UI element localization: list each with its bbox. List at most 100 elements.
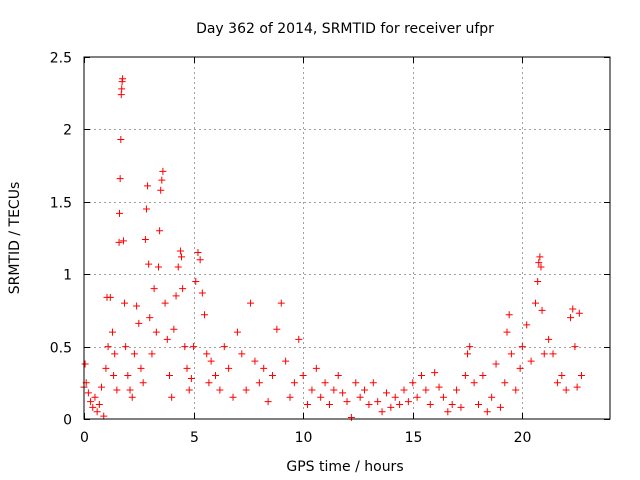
- data-point: [545, 335, 553, 343]
- data-point: [295, 335, 303, 343]
- data-point: [304, 401, 312, 409]
- data-point: [260, 364, 268, 372]
- data-point: [159, 167, 167, 175]
- data-point: [413, 393, 421, 401]
- data-point: [325, 401, 333, 409]
- data-point: [461, 372, 469, 380]
- data-point: [538, 306, 546, 314]
- data-point: [255, 379, 263, 387]
- data-point: [435, 383, 443, 391]
- data-point: [100, 412, 108, 420]
- data-point: [165, 372, 173, 380]
- chart-title: Day 362 of 2014, SRMTID for receiver ufp…: [196, 21, 494, 37]
- data-point: [145, 260, 153, 268]
- data-point: [161, 299, 169, 307]
- data-point: [185, 386, 193, 394]
- x-tick-label: 5: [190, 430, 199, 446]
- data-point: [505, 311, 513, 319]
- data-point: [95, 401, 103, 409]
- data-point: [523, 321, 531, 329]
- y-tick-label: 2.5: [50, 51, 72, 67]
- data-point: [418, 372, 426, 380]
- data-point: [277, 299, 285, 307]
- data-point: [540, 350, 548, 358]
- data-point: [170, 325, 178, 333]
- data-point: [321, 379, 329, 387]
- data-point: [124, 372, 132, 380]
- data-point: [531, 299, 539, 307]
- data-point: [501, 379, 509, 387]
- data-point: [374, 398, 382, 406]
- data-point: [126, 386, 134, 394]
- data-point: [163, 335, 171, 343]
- data-point: [104, 343, 112, 351]
- data-point: [352, 379, 360, 387]
- data-point: [196, 256, 204, 264]
- data-point: [503, 328, 511, 336]
- data-point: [264, 398, 272, 406]
- data-point: [312, 364, 320, 372]
- data-point: [181, 343, 189, 351]
- data-point: [382, 389, 390, 397]
- data-point: [488, 393, 496, 401]
- data-point: [157, 186, 165, 194]
- data-point: [155, 263, 163, 271]
- data-point: [130, 350, 138, 358]
- data-point: [470, 379, 478, 387]
- data-point: [122, 343, 130, 351]
- data-point: [98, 383, 106, 391]
- data-point: [567, 314, 575, 322]
- data-point: [536, 253, 544, 261]
- data-point: [457, 403, 465, 411]
- data-point: [286, 393, 294, 401]
- data-point: [207, 357, 215, 365]
- y-tick-label: 1.5: [50, 196, 72, 212]
- data-point: [527, 357, 535, 365]
- data-point: [571, 343, 579, 351]
- data-point: [116, 175, 124, 183]
- data-point: [220, 343, 228, 351]
- data-point: [141, 235, 149, 243]
- y-tick-label: 0.5: [50, 341, 72, 357]
- data-point: [400, 386, 408, 394]
- data-point: [158, 176, 166, 184]
- data-point: [102, 364, 110, 372]
- data-point: [361, 386, 369, 394]
- data-point: [91, 393, 99, 401]
- data-point: [192, 277, 200, 285]
- data-point: [426, 401, 434, 409]
- data-point: [535, 259, 543, 267]
- data-point: [569, 305, 577, 313]
- data-point: [119, 237, 127, 245]
- data-point: [93, 408, 101, 416]
- data-point: [549, 350, 557, 358]
- data-point: [89, 403, 97, 411]
- data-point: [347, 414, 355, 422]
- x-tick-label: 10: [295, 430, 313, 446]
- data-point: [142, 205, 150, 213]
- data-point: [299, 372, 307, 380]
- data-point: [176, 247, 184, 255]
- data-point: [139, 379, 147, 387]
- data-point: [128, 393, 136, 401]
- data-point: [178, 253, 186, 261]
- data-point: [148, 350, 156, 358]
- data-point: [464, 350, 472, 358]
- data-point: [84, 389, 92, 397]
- data-point: [339, 389, 347, 397]
- data-point: [81, 360, 89, 368]
- data-point: [111, 350, 119, 358]
- data-point: [290, 379, 298, 387]
- y-tick-label: 0: [63, 413, 72, 429]
- data-point: [229, 393, 237, 401]
- data-point: [216, 386, 224, 394]
- data-point: [156, 227, 164, 235]
- data-point: [404, 398, 412, 406]
- data-point: [187, 374, 195, 382]
- data-point: [518, 343, 526, 351]
- data-point: [133, 302, 141, 310]
- data-point: [422, 386, 430, 394]
- data-point: [439, 393, 447, 401]
- data-point: [578, 372, 586, 380]
- data-point: [168, 393, 176, 401]
